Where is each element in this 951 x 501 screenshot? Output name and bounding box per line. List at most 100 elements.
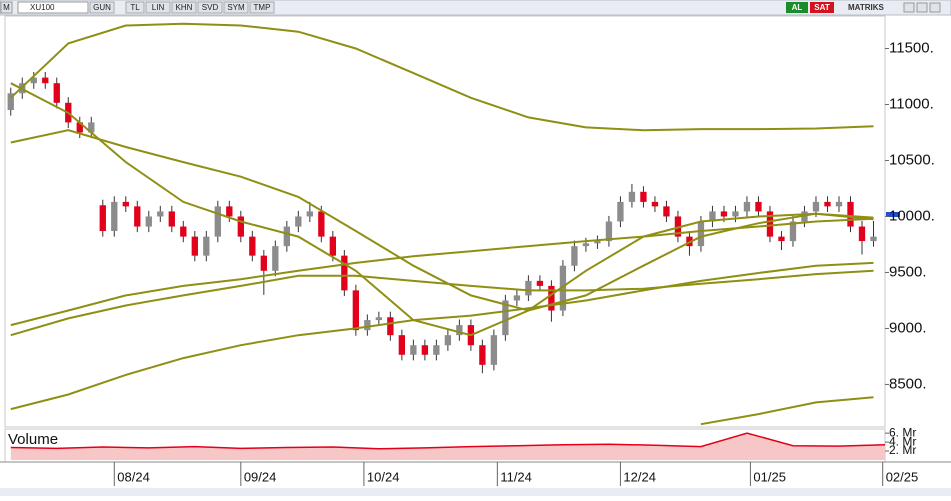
toolbar-button[interactable]: [125, 1, 145, 14]
candle-body: [134, 206, 141, 227]
toolbar-button-label[interactable]: SYM: [227, 3, 245, 12]
candle-body: [605, 221, 613, 242]
candle-body: [203, 236, 210, 256]
y2-tick-label: 2. Mr: [889, 443, 916, 457]
moving-average-line: [10, 269, 874, 337]
candle-body: [651, 201, 659, 207]
candle-body: [709, 211, 716, 222]
symbol-menu-button[interactable]: [0, 1, 13, 14]
buy-button[interactable]: [786, 2, 808, 13]
candle-body: [594, 241, 601, 244]
candle-body: [502, 300, 509, 336]
candle-body: [513, 295, 521, 301]
candle-body: [375, 317, 383, 321]
minimize-button[interactable]: [903, 2, 915, 13]
toolbar-button[interactable]: [197, 1, 223, 14]
toolbar-button[interactable]: [89, 1, 115, 14]
candle-body: [53, 83, 60, 103]
candle-body: [571, 246, 578, 266]
candle-body: [766, 211, 774, 237]
candle-body: [640, 191, 647, 202]
sell-button[interactable]: [810, 2, 834, 13]
plot: 8500. 9000. 9500. 10000. 10500. 11000. 11500. 0…: [7, 22, 935, 486]
x-tick-label: 02/25: [886, 469, 919, 484]
moving-average-line: [10, 261, 874, 411]
toolbar-buttons: GUN TL LIN KHN SVD SYM TMP: [89, 1, 275, 14]
candle-body: [617, 201, 624, 222]
candle-body: [7, 93, 14, 111]
candle-body: [628, 191, 636, 202]
brand: MATRIKS: [848, 3, 885, 12]
y-tick-label: 10000.: [889, 207, 935, 224]
candle-body: [789, 221, 797, 242]
y-tick-label: 8500.: [889, 375, 927, 392]
toolbar-button[interactable]: [223, 1, 249, 14]
candle-body: [847, 201, 854, 227]
candle-body: [421, 345, 429, 355]
candle-body: [525, 280, 532, 296]
y-tick-label: 10500.: [889, 151, 935, 168]
buy-label[interactable]: AL: [792, 3, 803, 12]
candle-body: [835, 201, 843, 207]
candle-body: [364, 320, 371, 331]
y-tick-label: 11000.: [889, 95, 934, 112]
toolbar-button-label[interactable]: SVD: [202, 3, 219, 12]
x-tick-label: 08/24: [117, 469, 150, 484]
toolbar-button-label[interactable]: TL: [130, 3, 140, 12]
moving-average-line: [10, 82, 874, 337]
price-panel: [4, 15, 886, 428]
candle-body: [456, 325, 463, 336]
x-tick-label: 10/24: [367, 469, 400, 484]
candle-body: [283, 226, 290, 247]
toolbar-button-label[interactable]: KHN: [176, 3, 193, 12]
candle-body: [30, 77, 37, 84]
candle-body: [410, 345, 417, 355]
toolbar-button-label[interactable]: LIN: [152, 3, 165, 12]
close-button[interactable]: [929, 2, 941, 13]
y2-tick-label: 6. Mr: [889, 425, 916, 439]
candle-body: [824, 201, 831, 207]
candle-body: [697, 221, 705, 247]
toolbar-button[interactable]: [249, 1, 275, 14]
candle-body: [76, 122, 83, 133]
candle-body: [548, 285, 555, 311]
moving-average-line: [10, 217, 874, 327]
candle-body: [536, 280, 544, 286]
candle-body: [157, 211, 164, 217]
candle-body: [433, 345, 440, 355]
candle-body: [168, 211, 175, 227]
candle-body: [249, 236, 256, 256]
moving-average-line: [10, 129, 874, 312]
toolbar-button-label[interactable]: GUN: [93, 3, 111, 12]
candle-body: [111, 201, 118, 232]
candle-body: [237, 216, 244, 237]
candle-body: [42, 77, 49, 84]
x-tick-label: 12/24: [623, 469, 656, 484]
candle-body: [743, 201, 751, 212]
maximize-button[interactable]: [916, 2, 928, 13]
toolbar-button[interactable]: [145, 1, 171, 14]
symbol[interactable]: XU100: [30, 3, 55, 12]
candle-body: [180, 226, 187, 237]
candle-body: [444, 335, 452, 346]
candle-body: [720, 211, 728, 217]
toolbar-button-label[interactable]: TMP: [254, 3, 271, 12]
candle-body: [306, 211, 313, 217]
volume-line: [10, 432, 886, 450]
candle-body: [778, 236, 785, 242]
candle-body: [352, 290, 360, 331]
symbol-menu[interactable]: M: [3, 3, 10, 12]
symbol-box[interactable]: [17, 1, 89, 14]
candle-body: [214, 206, 221, 237]
candle-body: [812, 201, 820, 212]
candle-body: [398, 335, 406, 355]
scrollbar[interactable]: [0, 488, 951, 496]
y-tick-label: 9500.: [889, 263, 927, 280]
candle-body: [755, 201, 762, 212]
toolbar-button[interactable]: [171, 1, 197, 14]
sell-label[interactable]: SAT: [814, 3, 830, 12]
candle-body: [858, 226, 866, 242]
moving-average-line: [700, 396, 874, 426]
